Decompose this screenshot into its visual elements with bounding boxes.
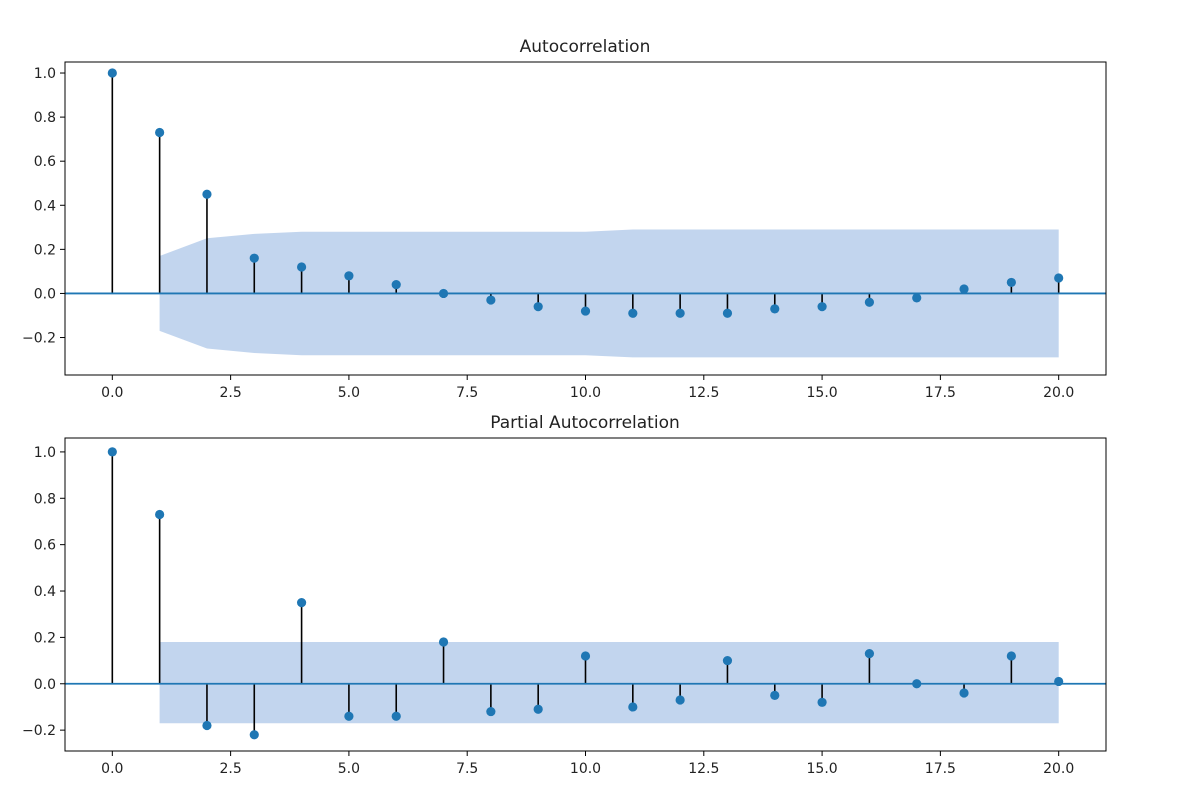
acf-y-tick-label: 1.0: [34, 66, 56, 82]
acf-y-tick-label: 0.6: [34, 154, 56, 170]
pacf-x-tick-label: 10.0: [570, 761, 601, 777]
partial-autocorrelation-panel: Partial Autocorrelation 0.0 2.5 5.0 7.5 10.0…: [22, 413, 1107, 777]
pacf-point-lag-14: [770, 690, 780, 700]
acf-point-lag-18: [959, 284, 969, 294]
pacf-point-lag-18: [959, 688, 969, 698]
acf-point-lag-19: [1006, 277, 1016, 288]
acf-x-tick-label: 5.0: [338, 385, 360, 401]
acf-point-lag-7: [438, 288, 449, 299]
acf-x-tick-label: 7.5: [456, 385, 478, 401]
pacf-point-lag-0: [107, 447, 117, 457]
acf-point-lag-5: [344, 271, 354, 281]
pacf-point-lag-4: [296, 598, 307, 608]
pacf-x-tick-label: 5.0: [338, 761, 360, 777]
acf-point-lag-10: [580, 306, 591, 316]
acf-point-lag-20: [1054, 273, 1064, 283]
pacf-point-lag-1: [155, 509, 165, 520]
pacf-point-lag-6: [391, 711, 401, 721]
acf-point-lag-12: [675, 308, 685, 318]
acf-point-lag-9: [533, 302, 543, 312]
autocorrelation-panel: Autocorrelation 0.0 2.5 5.0 7.5 10.0 12.5 15.0…: [22, 37, 1107, 401]
pacf-x-tick-label: 2.5: [219, 761, 241, 777]
acf-y-tick-label: 0.8: [34, 110, 56, 126]
pacf-point-lag-16: [864, 649, 875, 659]
pacf-point-lag-11: [628, 702, 638, 712]
pacf-point-lag-13: [722, 655, 733, 666]
pacf-point-lag-17: [912, 679, 922, 689]
pacf-point-lag-7: [438, 637, 449, 647]
pacf-point-lag-2: [202, 720, 212, 731]
acf-x-tick-label: 2.5: [219, 385, 241, 401]
acf-point-lag-14: [770, 304, 780, 314]
acf-x-tick-label: 10.0: [570, 385, 601, 401]
autocorrelation-plot-area: 0.0 2.5 5.0 7.5 10.0 12.5 15.0 17.5 20.0 −0.2 0.0 0…: [22, 61, 1107, 401]
acf-point-lag-8: [486, 295, 496, 305]
partial-autocorrelation-plot-area: 0.0 2.5 5.0 7.5 10.0 12.5 15.0 17.5 20.0 −0.2 0.0 0…: [22, 437, 1107, 777]
acf-x-tick-label: 0.0: [101, 385, 123, 401]
acf-point-lag-3: [249, 253, 259, 263]
acf-point-lag-11: [628, 308, 638, 318]
pacf-point-lag-3: [249, 730, 259, 740]
pacf-confidence-band: [159, 642, 1059, 724]
acf-y-tick-label: 0.4: [34, 198, 56, 214]
pacf-y-tick-label: 0.0: [34, 677, 56, 693]
pacf-point-lag-10: [580, 651, 591, 661]
partial-autocorrelation-title: Partial Autocorrelation: [490, 413, 680, 433]
pacf-x-tick-label: 12.5: [688, 761, 719, 777]
pacf-y-tick-label: 1.0: [34, 445, 56, 461]
acf-y-tick-label: 0.2: [34, 242, 56, 258]
acf-point-lag-2: [202, 189, 212, 199]
acf-x-tick-label: 15.0: [807, 385, 838, 401]
acf-point-lag-4: [296, 262, 307, 272]
acf-x-tick-label: 17.5: [925, 385, 956, 401]
pacf-point-lag-19: [1006, 651, 1016, 661]
acf-y-tick-label: −0.2: [22, 331, 56, 347]
pacf-point-lag-15: [817, 697, 827, 707]
acf-point-lag-13: [722, 308, 733, 318]
acf-point-lag-1: [155, 127, 165, 138]
acf-x-tick-label: 20.0: [1043, 385, 1074, 401]
pacf-point-lag-5: [344, 711, 354, 721]
acf-point-lag-6: [391, 280, 401, 290]
pacf-y-tick-label: 0.8: [34, 491, 56, 507]
autocorrelation-title: Autocorrelation: [520, 37, 651, 57]
pacf-x-tick-label: 7.5: [456, 761, 478, 777]
acf-point-lag-0: [107, 68, 117, 78]
pacf-x-tick-label: 20.0: [1043, 761, 1074, 777]
acf-point-lag-15: [817, 302, 827, 312]
pacf-point-lag-20: [1054, 676, 1064, 687]
acf-y-tick-label: 0.0: [34, 286, 56, 302]
pacf-point-lag-8: [486, 706, 496, 717]
acf-x-tick-label: 12.5: [688, 385, 719, 401]
pacf-y-tick-label: 0.4: [34, 584, 56, 600]
acf-point-lag-16: [864, 297, 875, 307]
acf-point-lag-17: [912, 293, 922, 303]
pacf-x-tick-label: 17.5: [925, 761, 956, 777]
pacf-y-tick-label: 0.2: [34, 630, 56, 646]
pacf-point-lag-9: [533, 704, 543, 714]
pacf-x-tick-label: 15.0: [807, 761, 838, 777]
pacf-y-tick-label: 0.6: [34, 538, 56, 554]
pacf-point-lag-12: [675, 695, 685, 705]
pacf-y-tick-label: −0.2: [22, 723, 56, 739]
pacf-x-tick-label: 0.0: [101, 761, 123, 777]
